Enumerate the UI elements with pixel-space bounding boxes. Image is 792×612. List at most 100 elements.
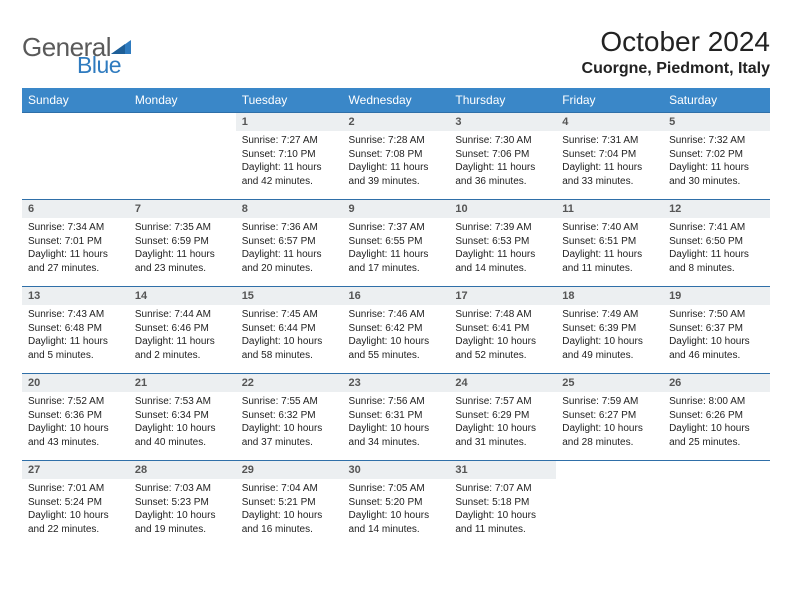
day-cell-24: 24Sunrise: 7:57 AMSunset: 6:29 PMDayligh… [449,374,556,461]
day-number: 17 [449,287,556,305]
day-cell-11: 11Sunrise: 7:40 AMSunset: 6:51 PMDayligh… [556,200,663,287]
day-details: Sunrise: 7:31 AMSunset: 7:04 PMDaylight:… [556,131,663,190]
daylight-label: Daylight: [455,162,497,173]
day-cell-16: 16Sunrise: 7:46 AMSunset: 6:42 PMDayligh… [343,287,450,374]
sunrise-label: Sunrise: [669,309,708,320]
day-details: Sunrise: 7:53 AMSunset: 6:34 PMDaylight:… [129,392,236,451]
sunset-value: 6:48 PM [65,323,102,334]
day-cell-12: 12Sunrise: 7:41 AMSunset: 6:50 PMDayligh… [663,200,770,287]
sunset-label: Sunset: [455,410,492,421]
day-cell-29: 29Sunrise: 7:04 AMSunset: 5:21 PMDayligh… [236,461,343,548]
daylight-label: Daylight: [135,423,177,434]
sunset-value: 6:29 PM [492,410,529,421]
day-number: 18 [556,287,663,305]
sunrise-value: 7:52 AM [67,396,104,407]
sunset-label: Sunset: [242,149,279,160]
day-number: 3 [449,113,556,131]
day-number: 25 [556,374,663,392]
sunrise-label: Sunrise: [562,135,601,146]
day-number: 24 [449,374,556,392]
sunset-value: 6:26 PM [706,410,743,421]
daylight-label: Daylight: [242,336,284,347]
dayname-wednesday: Wednesday [343,88,450,113]
sunrise-value: 7:45 AM [281,309,318,320]
sunset-label: Sunset: [669,149,706,160]
sunset-label: Sunset: [242,497,279,508]
sunset-label: Sunset: [28,236,65,247]
day-number: 15 [236,287,343,305]
sunset-value: 7:10 PM [278,149,315,160]
sunset-value: 6:37 PM [706,323,743,334]
day-number: 21 [129,374,236,392]
day-cell-28: 28Sunrise: 7:03 AMSunset: 5:23 PMDayligh… [129,461,236,548]
sunset-label: Sunset: [669,236,706,247]
day-details: Sunrise: 7:49 AMSunset: 6:39 PMDaylight:… [556,305,663,364]
daylight-label: Daylight: [455,423,497,434]
day-details: Sunrise: 7:57 AMSunset: 6:29 PMDaylight:… [449,392,556,451]
calendar-week-row: 27Sunrise: 7:01 AMSunset: 5:24 PMDayligh… [22,461,770,548]
sunrise-label: Sunrise: [349,222,388,233]
calendar-week-row: 13Sunrise: 7:43 AMSunset: 6:48 PMDayligh… [22,287,770,374]
day-cell-empty [129,113,236,200]
day-cell-25: 25Sunrise: 7:59 AMSunset: 6:27 PMDayligh… [556,374,663,461]
sunset-value: 6:36 PM [65,410,102,421]
sunset-label: Sunset: [28,323,65,334]
sunrise-value: 7:28 AM [388,135,425,146]
sunrise-label: Sunrise: [135,309,174,320]
daylight-label: Daylight: [242,423,284,434]
daylight-label: Daylight: [28,423,70,434]
day-number: 1 [236,113,343,131]
day-cell-10: 10Sunrise: 7:39 AMSunset: 6:53 PMDayligh… [449,200,556,287]
daylight-label: Daylight: [562,423,604,434]
sunrise-value: 7:40 AM [602,222,639,233]
sunrise-value: 8:00 AM [709,396,746,407]
day-cell-13: 13Sunrise: 7:43 AMSunset: 6:48 PMDayligh… [22,287,129,374]
sunrise-value: 7:01 AM [67,483,104,494]
daylight-label: Daylight: [669,249,711,260]
day-cell-22: 22Sunrise: 7:55 AMSunset: 6:32 PMDayligh… [236,374,343,461]
day-number: 6 [22,200,129,218]
sunset-label: Sunset: [242,410,279,421]
sunrise-label: Sunrise: [562,222,601,233]
day-cell-9: 9Sunrise: 7:37 AMSunset: 6:55 PMDaylight… [343,200,450,287]
sunset-label: Sunset: [349,410,386,421]
calendar-header-row: SundayMondayTuesdayWednesdayThursdayFrid… [22,88,770,113]
day-number: 2 [343,113,450,131]
sunrise-label: Sunrise: [349,483,388,494]
calendar-week-row: 6Sunrise: 7:34 AMSunset: 7:01 PMDaylight… [22,200,770,287]
sunrise-label: Sunrise: [242,309,281,320]
sunset-value: 6:41 PM [492,323,529,334]
day-number: 4 [556,113,663,131]
sunset-value: 6:31 PM [385,410,422,421]
day-number: 20 [22,374,129,392]
sunset-value: 6:39 PM [599,323,636,334]
daylight-label: Daylight: [242,249,284,260]
day-details: Sunrise: 7:59 AMSunset: 6:27 PMDaylight:… [556,392,663,451]
day-cell-5: 5Sunrise: 7:32 AMSunset: 7:02 PMDaylight… [663,113,770,200]
day-details: Sunrise: 7:04 AMSunset: 5:21 PMDaylight:… [236,479,343,538]
sunrise-label: Sunrise: [349,309,388,320]
dayname-tuesday: Tuesday [236,88,343,113]
sunset-value: 6:44 PM [278,323,315,334]
sunrise-value: 7:07 AM [495,483,532,494]
day-details: Sunrise: 7:36 AMSunset: 6:57 PMDaylight:… [236,218,343,277]
day-cell-1: 1Sunrise: 7:27 AMSunset: 7:10 PMDaylight… [236,113,343,200]
sunrise-label: Sunrise: [28,483,67,494]
sunrise-label: Sunrise: [455,135,494,146]
day-cell-18: 18Sunrise: 7:49 AMSunset: 6:39 PMDayligh… [556,287,663,374]
sunset-label: Sunset: [669,323,706,334]
sunset-value: 6:34 PM [172,410,209,421]
day-details: Sunrise: 7:28 AMSunset: 7:08 PMDaylight:… [343,131,450,190]
sunset-value: 6:59 PM [172,236,209,247]
day-details: Sunrise: 7:44 AMSunset: 6:46 PMDaylight:… [129,305,236,364]
sunrise-label: Sunrise: [28,309,67,320]
sunrise-label: Sunrise: [562,309,601,320]
daylight-label: Daylight: [349,510,391,521]
sunset-label: Sunset: [135,236,172,247]
dayname-thursday: Thursday [449,88,556,113]
day-cell-7: 7Sunrise: 7:35 AMSunset: 6:59 PMDaylight… [129,200,236,287]
daylight-label: Daylight: [28,336,70,347]
sunrise-value: 7:49 AM [602,309,639,320]
daylight-label: Daylight: [455,336,497,347]
sunrise-label: Sunrise: [242,483,281,494]
